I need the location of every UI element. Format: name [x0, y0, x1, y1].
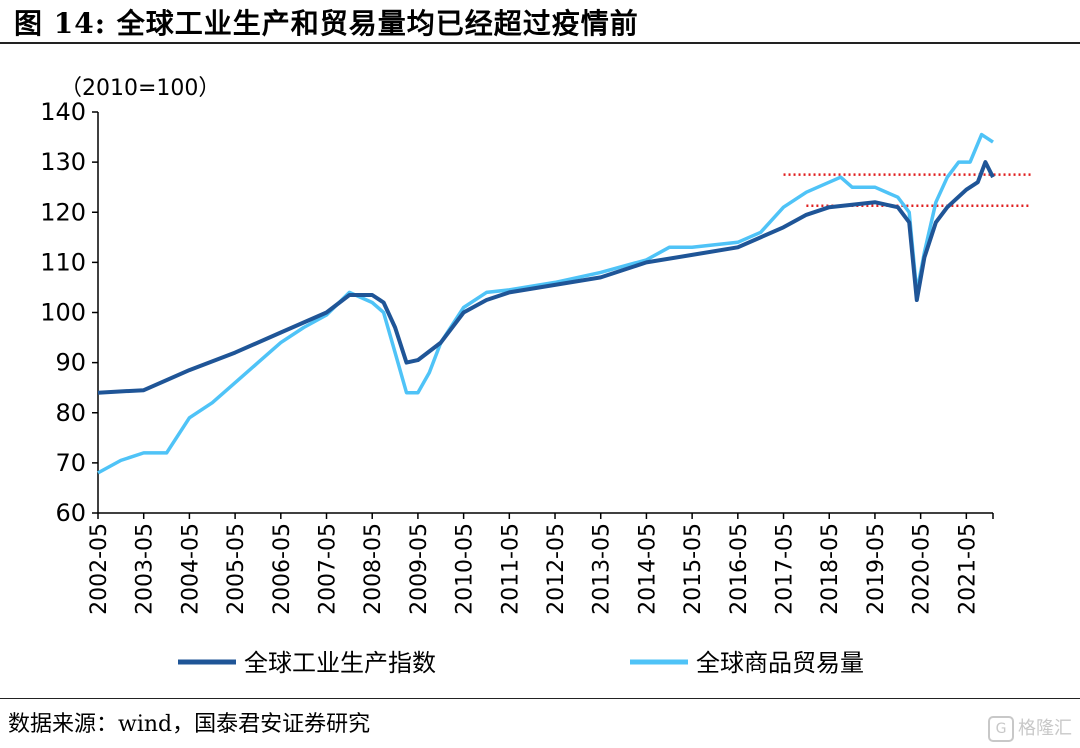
x-tick-label: 2015-05 [681, 523, 706, 615]
x-tick-label: 2010-05 [453, 523, 478, 615]
x-tick-label: 2008-05 [361, 523, 386, 615]
x-tick-label: 2014-05 [635, 523, 660, 615]
x-tick-label: 2007-05 [316, 523, 341, 615]
y-tick-label: 90 [55, 349, 86, 377]
reference-lines [783, 173, 1031, 207]
source-divider [0, 698, 1080, 699]
y-axis: 60 70 80 90 100 110 120 130 140 [40, 98, 99, 527]
x-tick-label: 2018-05 [818, 523, 843, 615]
watermark: G 格隆汇 [988, 714, 1072, 742]
x-tick-label: 2004-05 [178, 523, 203, 615]
y-tick-label: 110 [40, 248, 86, 276]
x-tick-label: 2019-05 [864, 523, 889, 615]
legend-label: 全球工业生产指数 [244, 649, 436, 677]
chart-title: 图 14: 全球工业生产和贸易量均已经超过疫情前 [14, 7, 639, 40]
x-tick-label: 2013-05 [590, 523, 615, 615]
y-tick-label: 130 [40, 148, 86, 176]
title-divider [0, 42, 1080, 44]
legend: 全球工业生产指数 全球商品贸易量 [178, 649, 864, 677]
y-unit-label: （2010=100） [60, 76, 220, 101]
x-tick-label: 2006-05 [270, 523, 295, 615]
y-tick-label: 80 [55, 399, 86, 427]
series-line [97, 132, 994, 475]
x-tick-label: 2002-05 [87, 523, 112, 615]
x-tick-label: 2003-05 [133, 523, 158, 615]
line-chart: （2010=100） 60 70 80 90 100 110 120 130 140 2002-… [40, 76, 1031, 677]
x-tick-label: 2009-05 [407, 523, 432, 615]
watermark-text: 格隆汇 [1018, 718, 1072, 739]
y-tick-label: 60 [55, 499, 86, 527]
x-tick-label: 2017-05 [773, 523, 798, 615]
y-tick-label: 140 [40, 98, 86, 126]
series-group [97, 132, 995, 475]
x-tick-label: 2020-05 [910, 523, 935, 615]
y-tick-label: 120 [40, 198, 86, 226]
x-tick-label: 2012-05 [544, 523, 569, 615]
series-line [97, 160, 995, 395]
watermark-logo-icon: G [988, 716, 1014, 742]
x-tick-label: 2021-05 [955, 523, 980, 615]
x-tick-label: 2016-05 [727, 523, 752, 615]
x-tick-label: 2011-05 [498, 523, 523, 615]
source-note: 数据来源：wind，国泰君安证券研究 [8, 712, 371, 737]
y-tick-label: 70 [55, 449, 86, 477]
y-tick-label: 100 [40, 299, 86, 327]
x-axis: 2002-05 2003-05 2004-05 2005-05 2006-05 2007-… [87, 512, 994, 615]
x-tick-label: 2005-05 [224, 523, 249, 615]
legend-label: 全球商品贸易量 [696, 649, 864, 677]
